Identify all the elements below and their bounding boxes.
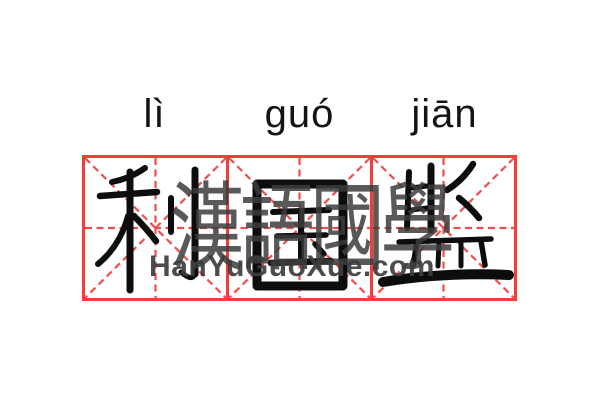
pinyin-syllable-2: guó: [264, 92, 335, 136]
pinyin-syllable-1: lì: [143, 92, 166, 136]
pinyin-row: lì guó jiān: [82, 88, 517, 140]
character-grid: 利 国: [82, 155, 517, 301]
grid-cell-1: 利: [85, 158, 226, 298]
mizige-guides-icon: [85, 158, 226, 298]
watermark-site-text: HanYuGuoXue.com: [149, 250, 435, 283]
hanzi-jian-glyph-icon: [378, 160, 514, 287]
hanzi-guo-glyph-icon: [252, 179, 348, 291]
pinyin-syllable-3: jiān: [411, 92, 478, 136]
grid-cell-2: 国: [226, 158, 370, 298]
watermark-logo-text: 漢語國學: [169, 172, 455, 285]
grid-cell-3: 监: [370, 158, 514, 298]
hanzi-li-glyph-icon: [95, 165, 199, 294]
